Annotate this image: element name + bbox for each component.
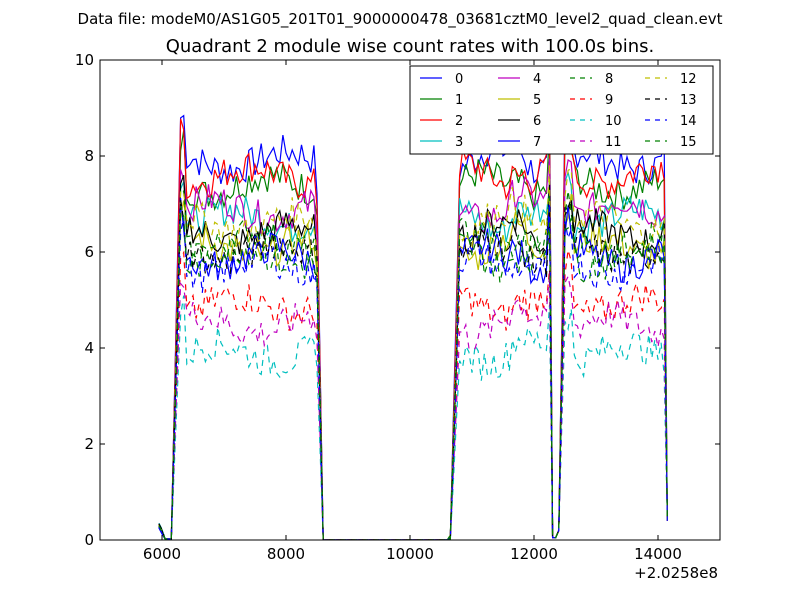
x-tick-label: 6000	[143, 545, 181, 563]
legend-label-6: 6	[533, 114, 541, 129]
legend-label-14: 14	[680, 114, 697, 129]
series-line-12	[158, 164, 668, 540]
y-tick-label: 2	[84, 435, 94, 453]
series-line-9	[158, 249, 668, 540]
series-line-4	[158, 158, 668, 540]
series-line-15	[158, 206, 668, 540]
x-tick-label: 12000	[510, 545, 558, 563]
legend-label-1: 1	[455, 93, 463, 108]
x-axis: 6000 8000 10000 12000 14000	[143, 60, 682, 563]
series-line-2	[158, 118, 668, 540]
y-tick-label: 6	[84, 243, 94, 261]
series-line-13	[158, 198, 668, 540]
x-tick-label: 8000	[267, 545, 305, 563]
legend-label-12: 12	[680, 72, 697, 87]
x-offset-label: +2.0258e8	[634, 564, 718, 582]
legend-label-15: 15	[680, 135, 697, 150]
legend-label-10: 10	[605, 114, 622, 129]
legend-label-4: 4	[533, 72, 541, 87]
legend-label-0: 0	[455, 72, 463, 87]
y-tick-label: 4	[84, 339, 94, 357]
x-tick-label: 14000	[634, 545, 682, 563]
legend-label-9: 9	[605, 93, 613, 108]
series-line-10	[158, 295, 668, 540]
series-line-7	[158, 197, 668, 540]
legend-label-7: 7	[533, 135, 541, 150]
legend-label-8: 8	[605, 72, 613, 87]
series-line-3	[158, 170, 668, 540]
legend-box	[409, 65, 714, 155]
legend-label-3: 3	[455, 135, 463, 150]
y-tick-label: 8	[84, 147, 94, 165]
legend-label-2: 2	[455, 114, 463, 129]
series-lines	[158, 98, 668, 540]
legend-label-13: 13	[680, 93, 697, 108]
series-line-11	[158, 274, 668, 540]
series-line-6	[158, 174, 668, 540]
chart-title: Quadrant 2 module wise count rates with …	[166, 36, 655, 57]
legend-label-11: 11	[605, 135, 622, 150]
figure-suptitle: Data file: modeM0/AS1G05_201T01_90000004…	[78, 10, 723, 29]
y-tick-label: 10	[75, 51, 94, 69]
x-tick-label: 10000	[386, 545, 434, 563]
series-line-0	[158, 98, 668, 540]
legend-label-5: 5	[533, 93, 541, 108]
series-line-1	[158, 128, 668, 540]
series-line-14	[158, 202, 668, 540]
y-tick-label: 0	[84, 531, 94, 549]
